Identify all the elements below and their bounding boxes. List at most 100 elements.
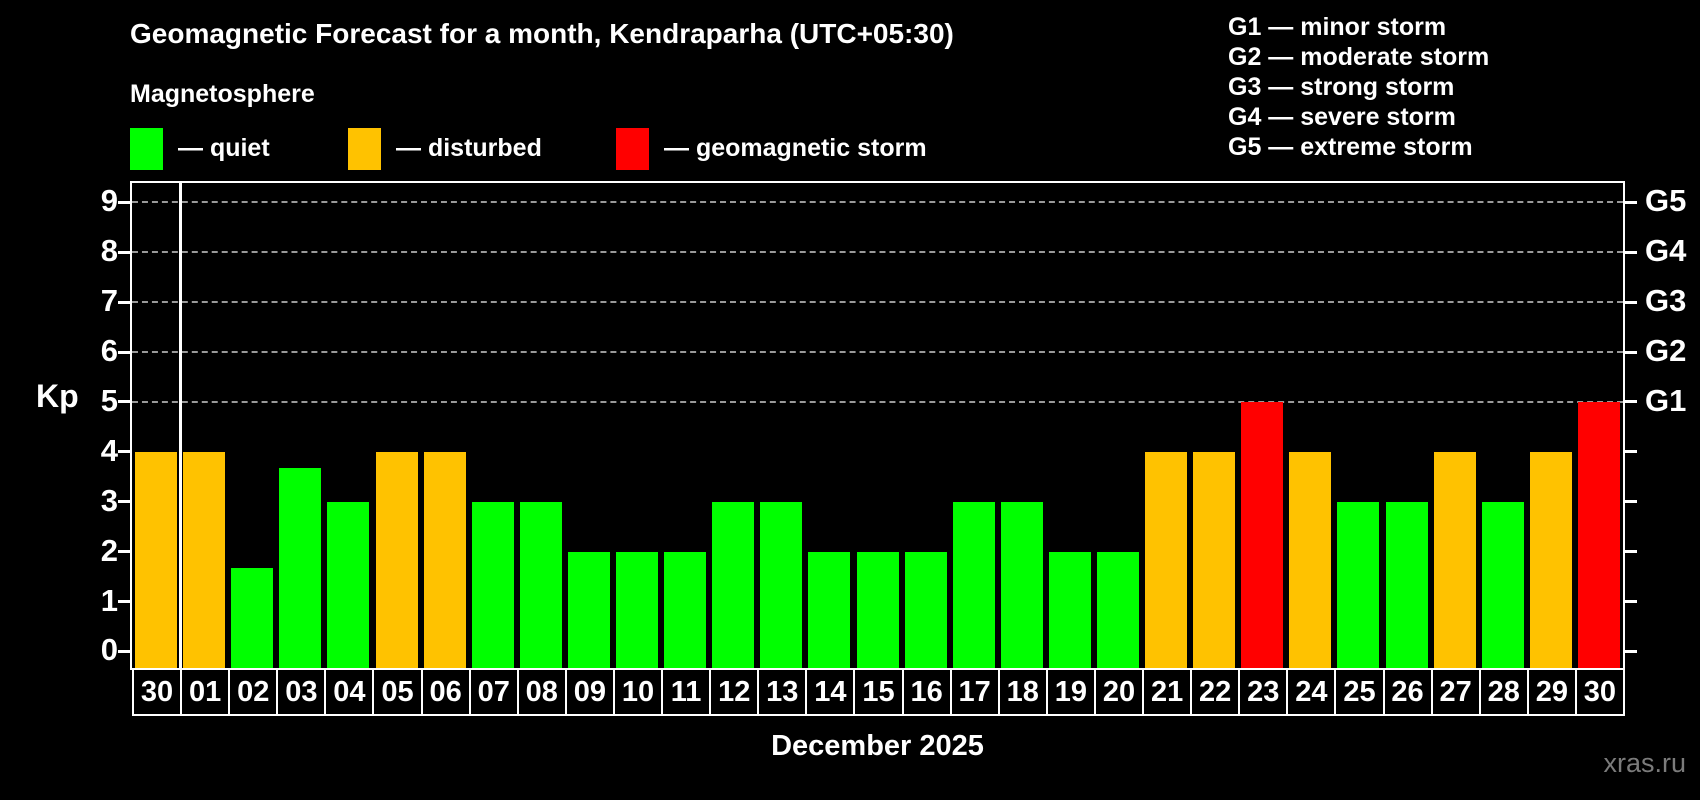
day-label-cell: 22 <box>1190 668 1241 716</box>
day-label-cell: 24 <box>1286 668 1337 716</box>
g-scale-legend-row: G3 — strong storm <box>1228 73 1455 101</box>
day-label-cell: 03 <box>276 668 327 716</box>
y-axis-tick-right <box>1625 400 1637 404</box>
day-label-cell: 15 <box>853 668 904 716</box>
legend-swatch-quiet <box>130 128 163 170</box>
legend-label-quiet: — quiet <box>178 134 270 162</box>
y-tick-label: 0 <box>100 632 118 668</box>
y-axis-tick-left <box>118 250 130 254</box>
y-axis-tick-right <box>1625 500 1637 504</box>
legend-swatch-storm <box>616 128 649 170</box>
chart-title: Geomagnetic Forecast for a month, Kendra… <box>130 18 954 49</box>
y-tick-label: 1 <box>100 582 118 618</box>
y-axis-title: Kp <box>36 378 79 414</box>
g-axis-label: G3 <box>1645 283 1687 319</box>
day-label-cell: 30 <box>1574 668 1625 716</box>
kp-bar <box>423 451 466 668</box>
y-axis-tick-right <box>1625 450 1637 454</box>
day-label-cell: 09 <box>564 668 615 716</box>
kp-bar <box>952 501 995 668</box>
y-axis-tick-right <box>1625 300 1637 304</box>
kp-bar <box>135 451 178 668</box>
kp-bar <box>183 451 226 668</box>
kp-bar <box>1481 501 1524 668</box>
kp-gridline <box>132 351 1623 353</box>
day-label-cell: 14 <box>805 668 856 716</box>
kp-bar <box>1048 551 1091 668</box>
kp-bar <box>1337 501 1380 668</box>
watermark: xras.ru <box>1603 748 1686 778</box>
day-label-cell: 04 <box>324 668 375 716</box>
y-axis-tick-left <box>118 600 130 603</box>
kp-gridline <box>132 251 1623 254</box>
kp-bar <box>519 501 562 668</box>
y-tick-label: 4 <box>100 432 118 468</box>
g-scale-legend: G1 — minor storm G2 — moderate storm G3 — … <box>1228 12 1489 162</box>
kp-bar <box>904 551 947 668</box>
day-label-cell: 25 <box>1334 668 1385 716</box>
day-label-cell: 07 <box>468 668 519 716</box>
kp-bar <box>279 468 322 668</box>
kp-bar <box>567 551 610 668</box>
day-label-cell: 10 <box>612 668 664 716</box>
day-label-cell: 21 <box>1142 668 1193 716</box>
day-label-cell: 05 <box>372 668 423 716</box>
y-tick-label: 9 <box>100 183 118 219</box>
day-label-cell: 01 <box>180 668 231 716</box>
y-axis-tick-right <box>1625 649 1637 653</box>
g-scale-legend-row: G2 — moderate storm <box>1228 43 1490 71</box>
y-axis-tick-right <box>1625 550 1637 554</box>
kp-bar <box>1241 401 1284 668</box>
g-axis-label: G2 <box>1645 333 1687 368</box>
kp-gridline <box>132 400 1623 403</box>
kp-bar <box>616 551 659 668</box>
y-tick-label: 5 <box>100 382 118 418</box>
g-scale-legend-row: G1 — minor storm <box>1228 13 1447 41</box>
day-label-cell: 13 <box>757 668 808 716</box>
kp-bar <box>471 501 514 668</box>
kp-bar <box>1577 401 1620 668</box>
chart-subtitle: Magnetosphere <box>130 80 315 108</box>
y-axis-tick-left <box>118 200 130 204</box>
g-axis-label: G1 <box>1645 382 1687 418</box>
y-tick-label: 3 <box>100 482 118 518</box>
kp-bar <box>760 501 803 668</box>
kp-bar <box>231 568 274 668</box>
y-tick-label: 7 <box>100 283 118 319</box>
day-label-cell: 29 <box>1526 668 1577 716</box>
day-label-cell: 16 <box>901 668 952 716</box>
kp-bar <box>1145 451 1188 668</box>
legend-label-disturbed: — disturbed <box>396 134 542 162</box>
kp-bar <box>1193 451 1236 668</box>
day-label-cell: 17 <box>949 668 1000 716</box>
month-separator-line <box>178 183 182 668</box>
day-label-cell: 30 <box>132 668 183 716</box>
day-label-cell: 27 <box>1430 668 1481 716</box>
day-label-cell: 06 <box>420 668 471 716</box>
day-label-cell: 12 <box>709 668 760 716</box>
kp-bar <box>712 501 755 668</box>
kp-bar <box>856 551 899 668</box>
g-scale-legend-row: G4 — severe storm <box>1228 103 1456 131</box>
day-label-cell: 26 <box>1382 668 1433 716</box>
kp-bar <box>1529 451 1572 668</box>
day-label-cell: 28 <box>1478 668 1529 716</box>
g-axis-label: G4 <box>1645 233 1687 269</box>
kp-bar <box>1096 551 1139 668</box>
kp-bar <box>1000 501 1043 668</box>
y-axis-tick-left <box>118 649 130 653</box>
kp-bar <box>1289 451 1332 668</box>
legend-label-storm: — geomagnetic storm <box>664 134 927 162</box>
y-tick-label: 6 <box>100 333 118 368</box>
day-label-cell: 23 <box>1238 668 1289 716</box>
day-label-cell: 11 <box>661 668 712 716</box>
y-axis-tick-left <box>118 500 130 504</box>
y-axis-tick-left <box>118 350 130 354</box>
legend-swatch-disturbed <box>348 128 381 170</box>
y-axis-tick-right <box>1625 250 1637 254</box>
kp-bar <box>664 551 707 668</box>
y-tick-label: 8 <box>100 233 118 269</box>
y-axis-tick-left <box>118 300 130 304</box>
kp-bar <box>808 551 851 668</box>
